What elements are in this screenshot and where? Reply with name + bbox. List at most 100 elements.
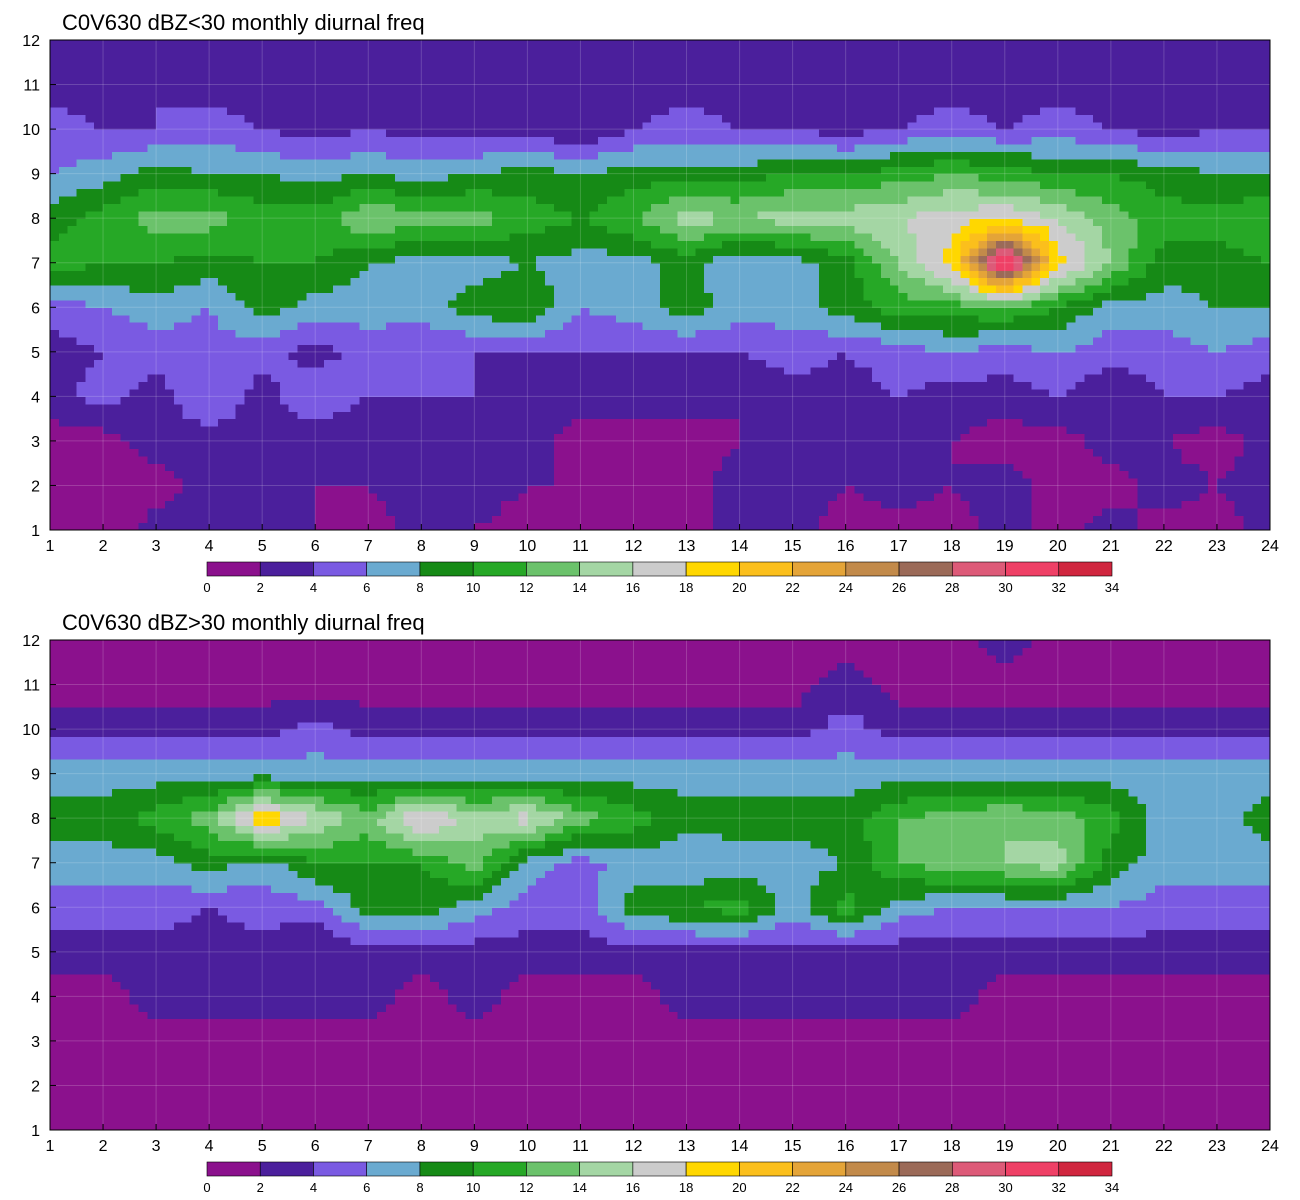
heatmap-cell xyxy=(677,522,688,531)
heatmap-cell xyxy=(483,381,493,390)
heatmap-cell xyxy=(942,381,953,390)
heatmap-cell xyxy=(615,448,626,457)
heatmap-cell xyxy=(845,329,856,338)
heatmap-cell xyxy=(810,418,820,427)
heatmap-cell xyxy=(1199,515,1209,524)
heatmap-cell xyxy=(598,485,608,494)
heatmap-cell xyxy=(465,396,475,405)
heatmap-cell xyxy=(76,522,86,531)
heatmap-cell xyxy=(412,470,422,479)
heatmap-cell xyxy=(394,433,405,442)
heatmap-cell xyxy=(642,351,652,360)
heatmap-cell xyxy=(1190,388,1200,397)
heatmap-cell xyxy=(1075,455,1085,464)
heatmap-cell xyxy=(633,322,643,331)
heatmap-cell xyxy=(545,344,555,353)
heatmap-cell xyxy=(615,426,626,435)
heatmap-cell xyxy=(774,292,785,301)
heatmap-cell xyxy=(1110,314,1121,323)
heatmap-cell xyxy=(244,411,254,420)
heatmap-cell xyxy=(359,322,369,331)
heatmap-cell xyxy=(1155,403,1165,412)
heatmap-cell xyxy=(279,381,290,390)
heatmap-cell xyxy=(368,307,378,316)
heatmap-cell xyxy=(934,307,944,316)
heatmap-cell xyxy=(651,396,661,405)
heatmap-cell xyxy=(1031,285,1041,294)
heatmap-cell xyxy=(200,418,210,427)
heatmap-cell xyxy=(730,322,741,331)
heatmap-cell xyxy=(713,418,723,427)
heatmap-cell xyxy=(1040,455,1050,464)
heatmap-cell xyxy=(898,262,909,271)
heatmap-cell xyxy=(1048,307,1059,316)
heatmap-cell xyxy=(1031,396,1041,405)
heatmap-cell xyxy=(1066,463,1077,472)
heatmap-cell xyxy=(103,299,113,308)
heatmap-cell xyxy=(925,418,935,427)
heatmap-cell xyxy=(660,329,670,338)
heatmap-cell xyxy=(801,426,811,435)
heatmap-cell xyxy=(810,485,820,494)
heatmap-cell xyxy=(598,455,608,464)
heatmap-cell xyxy=(1022,470,1032,479)
heatmap-cell xyxy=(951,285,962,294)
heatmap-cell xyxy=(987,507,997,516)
heatmap-cell xyxy=(509,322,520,331)
heatmap-cell xyxy=(1102,359,1112,368)
heatmap-cell xyxy=(173,448,184,457)
heatmap-cell xyxy=(695,515,705,524)
heatmap-cell xyxy=(500,374,511,383)
heatmap-cell xyxy=(1084,522,1094,531)
heatmap-cell xyxy=(271,448,281,457)
heatmap-cell xyxy=(580,299,590,308)
heatmap-cell xyxy=(1225,470,1236,479)
heatmap-cell xyxy=(730,262,741,271)
heatmap-cell xyxy=(1172,522,1183,531)
heatmap-cell xyxy=(757,478,767,487)
heatmap-cell xyxy=(827,270,838,279)
heatmap-cell xyxy=(925,403,935,412)
heatmap-cell xyxy=(67,262,78,271)
heatmap-cell xyxy=(235,507,246,516)
heatmap-cell xyxy=(385,411,396,420)
heatmap-cell xyxy=(1004,344,1015,353)
heatmap-cell xyxy=(1066,418,1077,427)
heatmap-cell xyxy=(969,292,979,301)
heatmap-cell xyxy=(721,485,732,494)
heatmap-cell xyxy=(1190,492,1200,501)
heatmap-cell xyxy=(412,418,422,427)
heatmap-cell xyxy=(757,299,767,308)
heatmap-cell xyxy=(85,351,95,360)
heatmap-cell xyxy=(916,270,926,279)
heatmap-cell xyxy=(536,448,546,457)
heatmap-cell xyxy=(571,463,582,472)
heatmap-cell xyxy=(872,307,882,316)
heatmap-cell xyxy=(173,500,184,509)
heatmap-cell xyxy=(1225,492,1236,501)
heatmap-cell xyxy=(606,351,617,360)
heatmap-cell xyxy=(350,396,361,405)
heatmap-cell xyxy=(306,448,316,457)
heatmap-cell xyxy=(500,515,511,524)
heatmap-cell xyxy=(1040,500,1050,509)
heatmap-cell xyxy=(969,307,979,316)
heatmap-cell xyxy=(872,344,882,353)
heatmap-cell xyxy=(447,336,458,345)
heatmap-cell xyxy=(969,492,979,501)
heatmap-cell xyxy=(615,418,626,427)
heatmap-cell xyxy=(739,440,750,449)
heatmap-cell xyxy=(173,329,184,338)
heatmap-cell xyxy=(615,478,626,487)
heatmap-cell xyxy=(677,270,688,279)
heatmap-cell xyxy=(377,470,387,479)
heatmap-cell xyxy=(907,485,917,494)
heatmap-cell xyxy=(147,463,157,472)
heatmap-cell xyxy=(465,507,475,516)
heatmap-cell xyxy=(668,515,679,524)
heatmap-cell xyxy=(191,411,201,420)
heatmap-cell xyxy=(288,307,299,316)
heatmap-cell xyxy=(359,285,369,294)
heatmap-cell xyxy=(1031,351,1041,360)
heatmap-cell xyxy=(1128,277,1138,286)
